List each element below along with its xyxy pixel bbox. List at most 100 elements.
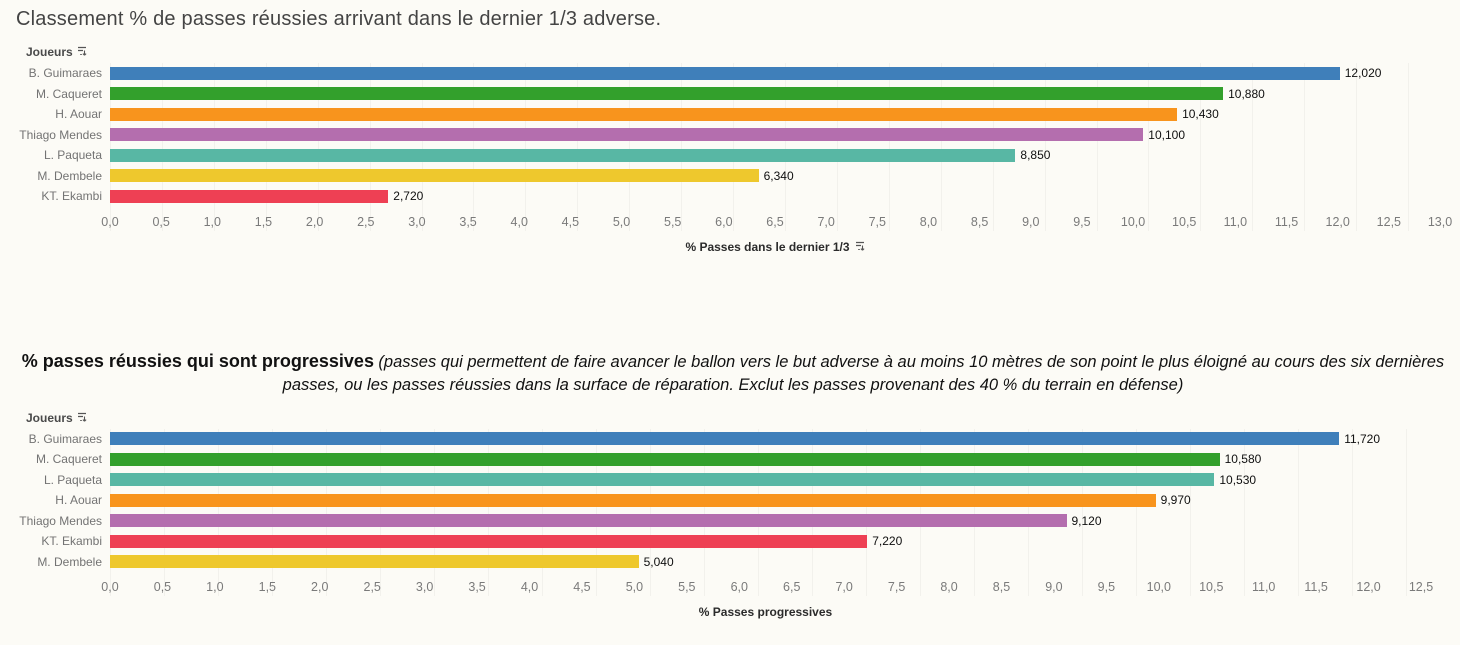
bar[interactable] [110, 432, 1340, 446]
gridline [940, 63, 942, 231]
bar-value-label: 10,100 [1148, 127, 1185, 142]
gridline [785, 63, 786, 231]
bar[interactable] [110, 189, 389, 203]
x-tick-label: 8,5 [992, 580, 1011, 594]
gridlines [110, 428, 1460, 596]
bar-track: 9,120 [110, 514, 1421, 528]
x-tick-label: 7,0 [835, 580, 853, 594]
gridline [1304, 63, 1306, 231]
x-tick-label: 5,0 [612, 214, 631, 229]
gridline [213, 63, 215, 231]
sort-icon[interactable] [77, 45, 87, 59]
bar[interactable] [110, 514, 1067, 528]
x-tick-label: 11,5 [1304, 580, 1328, 594]
x-tick-label: 5,0 [625, 580, 644, 594]
gridline [110, 63, 111, 231]
bar-row: L. Paqueta 8,850 [6, 145, 1440, 166]
bar[interactable] [110, 148, 1016, 162]
x-tick-label: 1,0 [206, 580, 224, 594]
bar-track: 7,220 [110, 534, 1421, 549]
category-label[interactable]: M. Caqueret [35, 86, 102, 101]
gridline [1406, 428, 1407, 596]
category-label[interactable]: Thiago Mendes [19, 513, 102, 528]
x-tick-label: 1,5 [254, 214, 273, 229]
category-label[interactable]: L. Paqueta [43, 148, 102, 163]
x-tick-label: 7,0 [817, 214, 835, 229]
x-tick-label: 9,0 [1022, 214, 1040, 229]
bar[interactable] [110, 452, 1220, 466]
bar-value-label: 10,530 [1219, 472, 1257, 487]
gridline [1190, 428, 1191, 596]
x-axis-label-text: % Passes progressives [698, 605, 833, 619]
sort-icon[interactable] [855, 240, 865, 254]
gridline [1028, 428, 1029, 596]
bar-track: 9,970 [110, 493, 1421, 507]
chart-title-main: % passes réussies qui sont progressives [21, 350, 374, 371]
bar-track: 8,850 [110, 148, 1440, 162]
x-tick-label: 0,0 [101, 214, 119, 229]
chart-title-note: (passes qui permettent de faire avancer … [282, 352, 1445, 394]
gridline [758, 428, 759, 596]
bar-rows: B. Guimaraes 11,720 M. Caqueret 10,580 L. Pa… [6, 429, 1421, 573]
bar[interactable] [110, 473, 1215, 487]
gridline [1148, 63, 1150, 231]
bar-value-label: 6,340 [763, 168, 794, 183]
bar[interactable] [110, 493, 1156, 507]
bar[interactable] [110, 107, 1178, 121]
gridline [650, 428, 651, 596]
bar-track: 2,720 [110, 189, 1440, 204]
bar[interactable] [110, 87, 1224, 101]
bar-value-label: 2,720 [393, 189, 424, 204]
x-tick-label: 6,5 [783, 580, 801, 594]
gridline [272, 428, 273, 596]
category-label[interactable]: M. Caqueret [35, 452, 102, 467]
category-label[interactable]: B. Guimaraes [28, 431, 102, 446]
bar-rows: B. Guimaraes 12,020 M. Caqueret 10,880 H. Ao… [6, 63, 1440, 207]
x-tick-label: 12,0 [1356, 580, 1381, 594]
x-tick-label: 12,5 [1408, 580, 1434, 594]
x-axis-label-text: % Passes dans le dernier 1/3 [685, 239, 850, 254]
chart-progressive-passes: % passes réussies qui sont progressives … [6, 350, 1460, 620]
bar-row: B. Guimaraes 12,020 [6, 63, 1440, 84]
gridline [161, 63, 163, 231]
gridline [1200, 63, 1202, 231]
x-axis-label[interactable]: % Passes dans le dernier 1/3 [110, 240, 1460, 254]
gridline [733, 63, 735, 231]
gridline [920, 428, 921, 596]
category-label[interactable]: Thiago Mendes [19, 127, 102, 142]
gridline [992, 63, 994, 231]
gridline [836, 63, 838, 231]
x-tick-label: 10,0 [1146, 580, 1171, 594]
category-label[interactable]: M. Dembele [37, 554, 102, 569]
bar-row: H. Aouar 10,430 [6, 104, 1440, 125]
bar[interactable] [110, 128, 1144, 142]
category-label[interactable]: H. Aouar [55, 107, 102, 122]
category-label[interactable]: M. Dembele [37, 168, 102, 183]
category-label[interactable]: L. Paqueta [43, 472, 102, 487]
gridline [380, 428, 381, 596]
x-tick-label: 11,0 [1223, 214, 1248, 229]
bar[interactable] [110, 555, 639, 569]
x-tick-label: 9,5 [1073, 214, 1091, 229]
sort-icon[interactable] [77, 411, 87, 425]
category-label[interactable]: KT. Ekambi [41, 534, 102, 549]
bar[interactable] [110, 66, 1340, 80]
x-tick-label: 3,0 [415, 580, 434, 594]
category-label[interactable]: KT. Ekambi [41, 189, 102, 204]
category-label[interactable]: H. Aouar [55, 493, 102, 508]
bar-row: L. Paqueta 10,530 [6, 470, 1421, 491]
bar[interactable] [110, 534, 868, 548]
x-tick-label: 2,0 [305, 214, 324, 229]
bar-track: 6,340 [110, 168, 1440, 183]
y-axis-header[interactable]: Joueurs [26, 45, 87, 59]
gridline [812, 428, 813, 596]
category-label[interactable]: B. Guimaraes [28, 66, 102, 81]
bar-value-label: 7,220 [872, 534, 903, 549]
bar-row: H. Aouar 9,970 [6, 490, 1421, 511]
x-tick-label: 4,5 [573, 580, 591, 594]
x-tick-label: 9,0 [1045, 580, 1063, 594]
y-axis-header[interactable]: Joueurs [26, 411, 87, 425]
gridline [542, 428, 543, 596]
x-tick-label: 11,5 [1274, 214, 1299, 229]
bar[interactable] [110, 169, 759, 183]
